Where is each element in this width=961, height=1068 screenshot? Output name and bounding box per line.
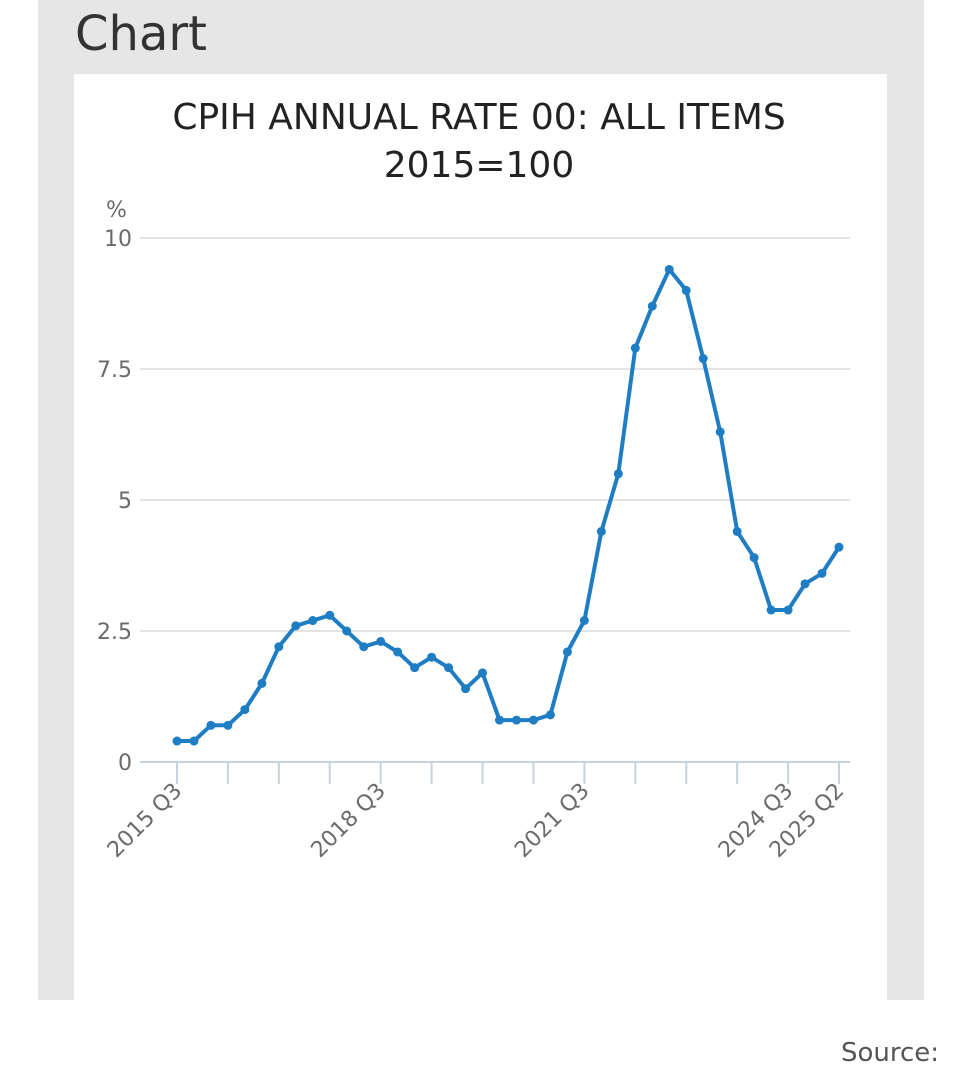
data-point (596, 526, 606, 536)
chart-title-line-1: CPIH ANNUAL RATE 00: ALL ITEMS (172, 97, 785, 138)
data-point (698, 354, 708, 364)
data-point (766, 605, 776, 615)
data-point (562, 647, 572, 657)
data-point (325, 610, 335, 620)
data-point (783, 605, 793, 615)
x-tick-label: 2021 Q3 (510, 779, 594, 863)
source-label: Source: (841, 1038, 940, 1068)
series-cpih (172, 264, 844, 746)
data-point (274, 642, 284, 652)
data-point (376, 636, 386, 646)
line-chart: CPIH ANNUAL RATE 00: ALL ITEMS 2015=100 … (97, 97, 850, 863)
series-line (175, 267, 841, 743)
data-point (461, 684, 471, 694)
chart-card: CPIH ANNUAL RATE 00: ALL ITEMS 2015=100 … (74, 74, 939, 1068)
y-tick-label: 10 (104, 227, 132, 252)
data-point (545, 710, 555, 720)
data-point (732, 526, 742, 536)
y-unit-label: % (106, 198, 127, 223)
data-point (478, 668, 488, 678)
x-tick-label: 2018 Q3 (307, 779, 391, 863)
data-point (172, 736, 182, 746)
data-point (410, 663, 420, 673)
data-point (664, 264, 674, 274)
y-tick-label: 7.5 (97, 358, 132, 383)
x-tick-label: 2015 Q3 (103, 779, 187, 863)
x-axis (140, 761, 850, 784)
data-point (427, 652, 437, 662)
data-point (681, 285, 691, 295)
data-point (749, 553, 759, 563)
data-point (528, 715, 538, 725)
data-point (817, 568, 827, 578)
data-point (715, 427, 725, 437)
y-tick-label: 0 (118, 751, 132, 776)
data-point (393, 647, 403, 657)
data-point (257, 678, 267, 688)
data-point (206, 720, 216, 730)
data-point (834, 542, 844, 552)
data-point (495, 715, 505, 725)
data-point (444, 663, 454, 673)
y-tick-labels: 0 2.5 5 7.5 10 (97, 227, 132, 776)
data-point (291, 621, 301, 631)
page-heading: Chart (75, 6, 207, 62)
gridlines (140, 237, 850, 632)
data-point (189, 736, 199, 746)
y-tick-label: 2.5 (97, 620, 132, 645)
data-point (630, 343, 640, 353)
data-point (342, 626, 352, 636)
data-point (800, 579, 810, 589)
data-point (223, 720, 233, 730)
data-point (359, 642, 369, 652)
y-tick-label: 5 (118, 489, 132, 514)
data-point (613, 469, 623, 479)
data-point (647, 301, 657, 311)
chart-title-line-2: 2015=100 (384, 145, 575, 186)
data-point (240, 705, 250, 715)
data-point (511, 715, 521, 725)
data-point (579, 616, 589, 626)
data-point (308, 616, 318, 626)
